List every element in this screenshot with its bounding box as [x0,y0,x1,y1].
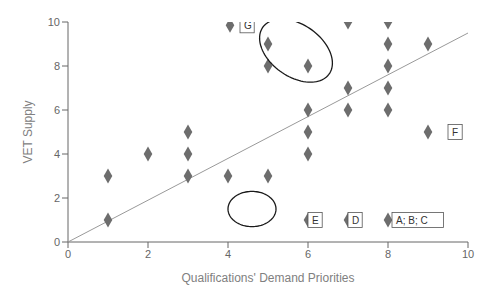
svg-text:6: 6 [305,248,311,260]
svg-text:VET Supply: VET Supply [21,100,35,163]
svg-text:2: 2 [145,248,151,260]
svg-text:4: 4 [54,148,60,160]
svg-text:2: 2 [54,192,60,204]
svg-text:10: 10 [48,16,60,28]
svg-text:6: 6 [54,104,60,116]
svg-text:A; B; C: A; B; C [396,215,428,226]
svg-text:D: D [352,215,359,226]
svg-text:8: 8 [54,60,60,72]
svg-text:0: 0 [54,236,60,248]
svg-text:F: F [452,127,458,138]
svg-text:G: G [244,22,252,31]
svg-text:10: 10 [462,248,474,260]
svg-text:Qualifications' Demand Priorit: Qualifications' Demand Priorities [181,271,354,285]
svg-text:E: E [312,215,319,226]
svg-text:4: 4 [225,248,231,260]
svg-text:8: 8 [385,248,391,260]
svg-text:0: 0 [65,248,71,260]
